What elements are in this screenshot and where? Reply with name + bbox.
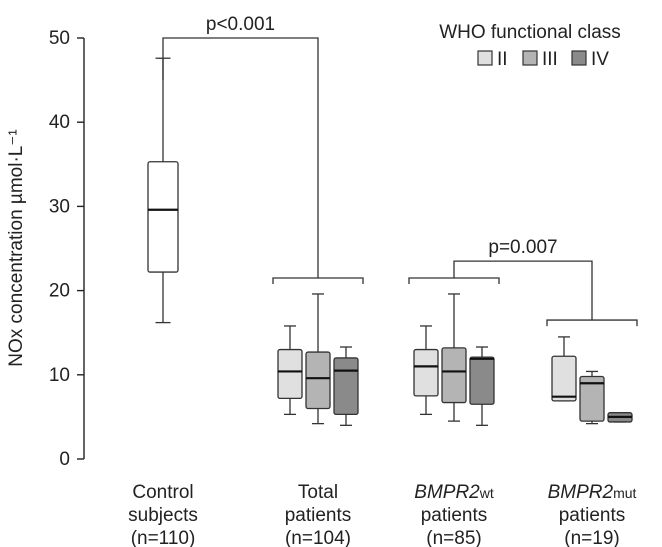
x-label-line1: Total (298, 482, 338, 503)
group-bracket-mut (546, 319, 638, 327)
box-control (147, 57, 179, 324)
y-tick-label: 20 (49, 281, 70, 302)
x-label-genotype: wt (479, 485, 494, 501)
box-mut-class-iv (607, 412, 633, 423)
x-label-line3: (n=85) (426, 528, 481, 547)
legend-swatch (571, 50, 587, 66)
box-plots (147, 57, 633, 426)
x-label-line2: patients (285, 505, 352, 526)
x-label-line3: (n=19) (564, 528, 619, 547)
box-total-class-iii (305, 293, 331, 425)
box-total-class-iv (333, 346, 359, 426)
box-iqr (441, 347, 467, 404)
significance-annotations: p<0.001 p=0.007 (162, 14, 638, 327)
legend: WHO functional class II III IV (439, 22, 621, 70)
y-tick-label: 40 (49, 112, 70, 133)
legend-swatch (522, 50, 538, 66)
box-mut-class-iii (579, 370, 605, 425)
box-iqr (277, 348, 303, 400)
x-label-gene: BMPR2 (548, 482, 614, 503)
p-value-label-1: p<0.001 (206, 14, 275, 35)
y-tick-labels: 0 10 20 30 40 50 (49, 28, 70, 470)
x-label-gene: BMPR2 (414, 482, 480, 503)
box-iqr (579, 375, 605, 422)
box-iqr (469, 356, 495, 405)
x-label-line3: (n=104) (285, 528, 351, 547)
y-axis-title: NOx concentration µmol·L⁻¹ (6, 129, 27, 366)
significance-connector-1 (162, 37, 319, 278)
box-iqr (551, 355, 577, 402)
y-axis (77, 37, 85, 460)
x-category-labels: Controlsubjects(n=110)Totalpatients(n=10… (128, 482, 636, 547)
y-tick-label: 0 (59, 449, 70, 470)
legend-label: IV (591, 49, 609, 70)
legend-item-class-ii: II (477, 49, 508, 70)
legend-label: III (542, 49, 558, 70)
y-tick-label: 30 (49, 196, 70, 217)
box-total-class-ii (277, 325, 303, 416)
legend-label: II (497, 49, 508, 70)
significance-connector-2 (453, 260, 593, 321)
x-label-line1: Control (132, 482, 193, 503)
legend-swatch (477, 50, 493, 66)
box-iqr (333, 357, 359, 416)
legend-item-class-iv: IV (571, 49, 609, 70)
x-label-genotype: mut (613, 485, 636, 501)
legend-title: WHO functional class (439, 22, 621, 43)
x-label-line1: BMPR2mut (548, 482, 637, 503)
x-label-line2: subjects (128, 505, 198, 526)
box-wt-class-ii (413, 325, 439, 416)
x-label-line1: BMPR2wt (414, 482, 494, 503)
y-tick-label: 50 (49, 28, 70, 49)
x-label-line2: patients (559, 505, 626, 526)
group-bracket-total (272, 277, 364, 284)
box-iqr (147, 161, 179, 273)
x-label-line2: patients (421, 505, 488, 526)
y-tick-label: 10 (49, 365, 70, 386)
group-bracket-wt (408, 277, 500, 284)
box-mut-class-ii (551, 336, 577, 402)
box-wt-class-iii (441, 293, 467, 422)
box-iqr (413, 348, 439, 397)
box-wt-class-iv (469, 346, 495, 426)
legend-item-class-iii: III (522, 49, 558, 70)
p-value-label-2: p=0.007 (488, 237, 557, 258)
box-iqr (305, 351, 331, 410)
x-label-line3: (n=110) (131, 528, 196, 547)
